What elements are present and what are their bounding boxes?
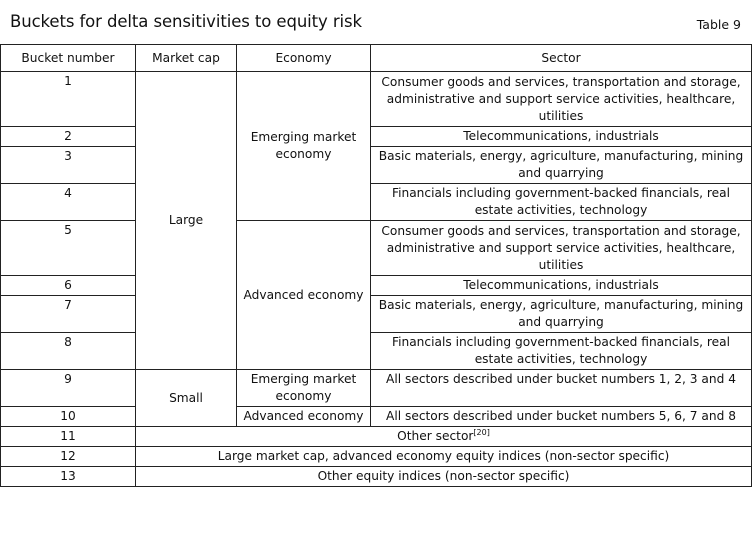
table-row: 7 Basic materials, energy, agriculture, …: [0, 295, 752, 333]
bucket-number-cell: 1: [0, 71, 136, 127]
sector-cell: Telecommunications, industrials: [370, 126, 752, 147]
bucket-number-cell: 6: [0, 275, 136, 296]
bucket-number-cell: 9: [0, 369, 136, 407]
sector-cell: Financials including government-backed f…: [370, 332, 752, 370]
market-cap-cell-large: Large: [135, 71, 237, 370]
column-header-bucket-number: Bucket number: [0, 44, 136, 72]
equity-buckets-table: Bucket number Market cap Economy Sector …: [0, 44, 752, 487]
column-header-market-cap: Market cap: [135, 44, 237, 72]
sector-cell: Financials including government-backed f…: [370, 183, 752, 221]
table-row: 1 Large Emerging market economy Consumer…: [0, 71, 752, 370]
table-row: 8 Financials including government-backed…: [0, 332, 752, 370]
description-cell: Large market cap, advanced economy equit…: [135, 446, 752, 467]
table-row: 5 Advanced economy Consumer goods and se…: [0, 220, 752, 370]
table-number-label: Table 9: [696, 17, 741, 32]
table-title: Buckets for delta sensitivities to equit…: [10, 12, 362, 31]
table-row: 2 Telecommunications, industrials: [0, 126, 752, 147]
table-row: 6 Telecommunications, industrials: [0, 275, 752, 296]
table-row: 13 Other equity indices (non-sector spec…: [0, 466, 752, 487]
description-cell: Other sector[20]: [135, 426, 752, 447]
sector-cell: Consumer goods and services, transportat…: [370, 220, 752, 276]
bucket-number-cell: 13: [0, 466, 136, 487]
table-row: 4 Financials including government-backed…: [0, 183, 752, 221]
sector-cell: Basic materials, energy, agriculture, ma…: [370, 146, 752, 184]
sector-cell: Telecommunications, industrials: [370, 275, 752, 296]
economy-cell-advanced: Advanced economy: [236, 220, 371, 370]
column-header-economy: Economy: [236, 44, 371, 72]
bucket-number-cell: 7: [0, 295, 136, 333]
description-cell: Other equity indices (non-sector specifi…: [135, 466, 752, 487]
bucket-number-cell: 3: [0, 146, 136, 184]
bucket-number-cell: 2: [0, 126, 136, 147]
table-row: 10 Advanced economy All sectors describe…: [0, 406, 752, 427]
bucket-number-cell: 12: [0, 446, 136, 467]
sector-cell: Basic materials, energy, agriculture, ma…: [370, 295, 752, 333]
table-row: 12 Large market cap, advanced economy eq…: [0, 446, 752, 467]
market-cap-cell-small: Small: [135, 369, 237, 427]
table-row: 3 Basic materials, energy, agriculture, …: [0, 146, 752, 184]
sector-cell: All sectors described under bucket numbe…: [370, 369, 752, 407]
bucket-number-cell: 5: [0, 220, 136, 276]
economy-cell: Advanced economy: [236, 406, 371, 427]
table-header: Buckets for delta sensitivities to equit…: [0, 0, 753, 44]
table-row: 11 Other sector[20]: [0, 426, 752, 447]
bucket-number-cell: 10: [0, 406, 136, 427]
column-header-sector: Sector: [370, 44, 752, 72]
description-text: Other sector: [397, 429, 474, 443]
bucket-number-cell: 8: [0, 332, 136, 370]
economy-cell-emerging: Emerging market economy: [236, 71, 371, 221]
table-column-headers: Bucket number Market cap Economy Sector: [0, 44, 752, 72]
economy-cell: Emerging market economy: [236, 369, 371, 407]
table-row: 9 Small Emerging market economy All sect…: [0, 369, 752, 427]
footnote-ref[interactable]: [20]: [473, 427, 490, 437]
bucket-number-cell: 4: [0, 183, 136, 221]
sector-cell: All sectors described under bucket numbe…: [370, 406, 752, 427]
bucket-number-cell: 11: [0, 426, 136, 447]
sector-cell: Consumer goods and services, transportat…: [370, 71, 752, 127]
